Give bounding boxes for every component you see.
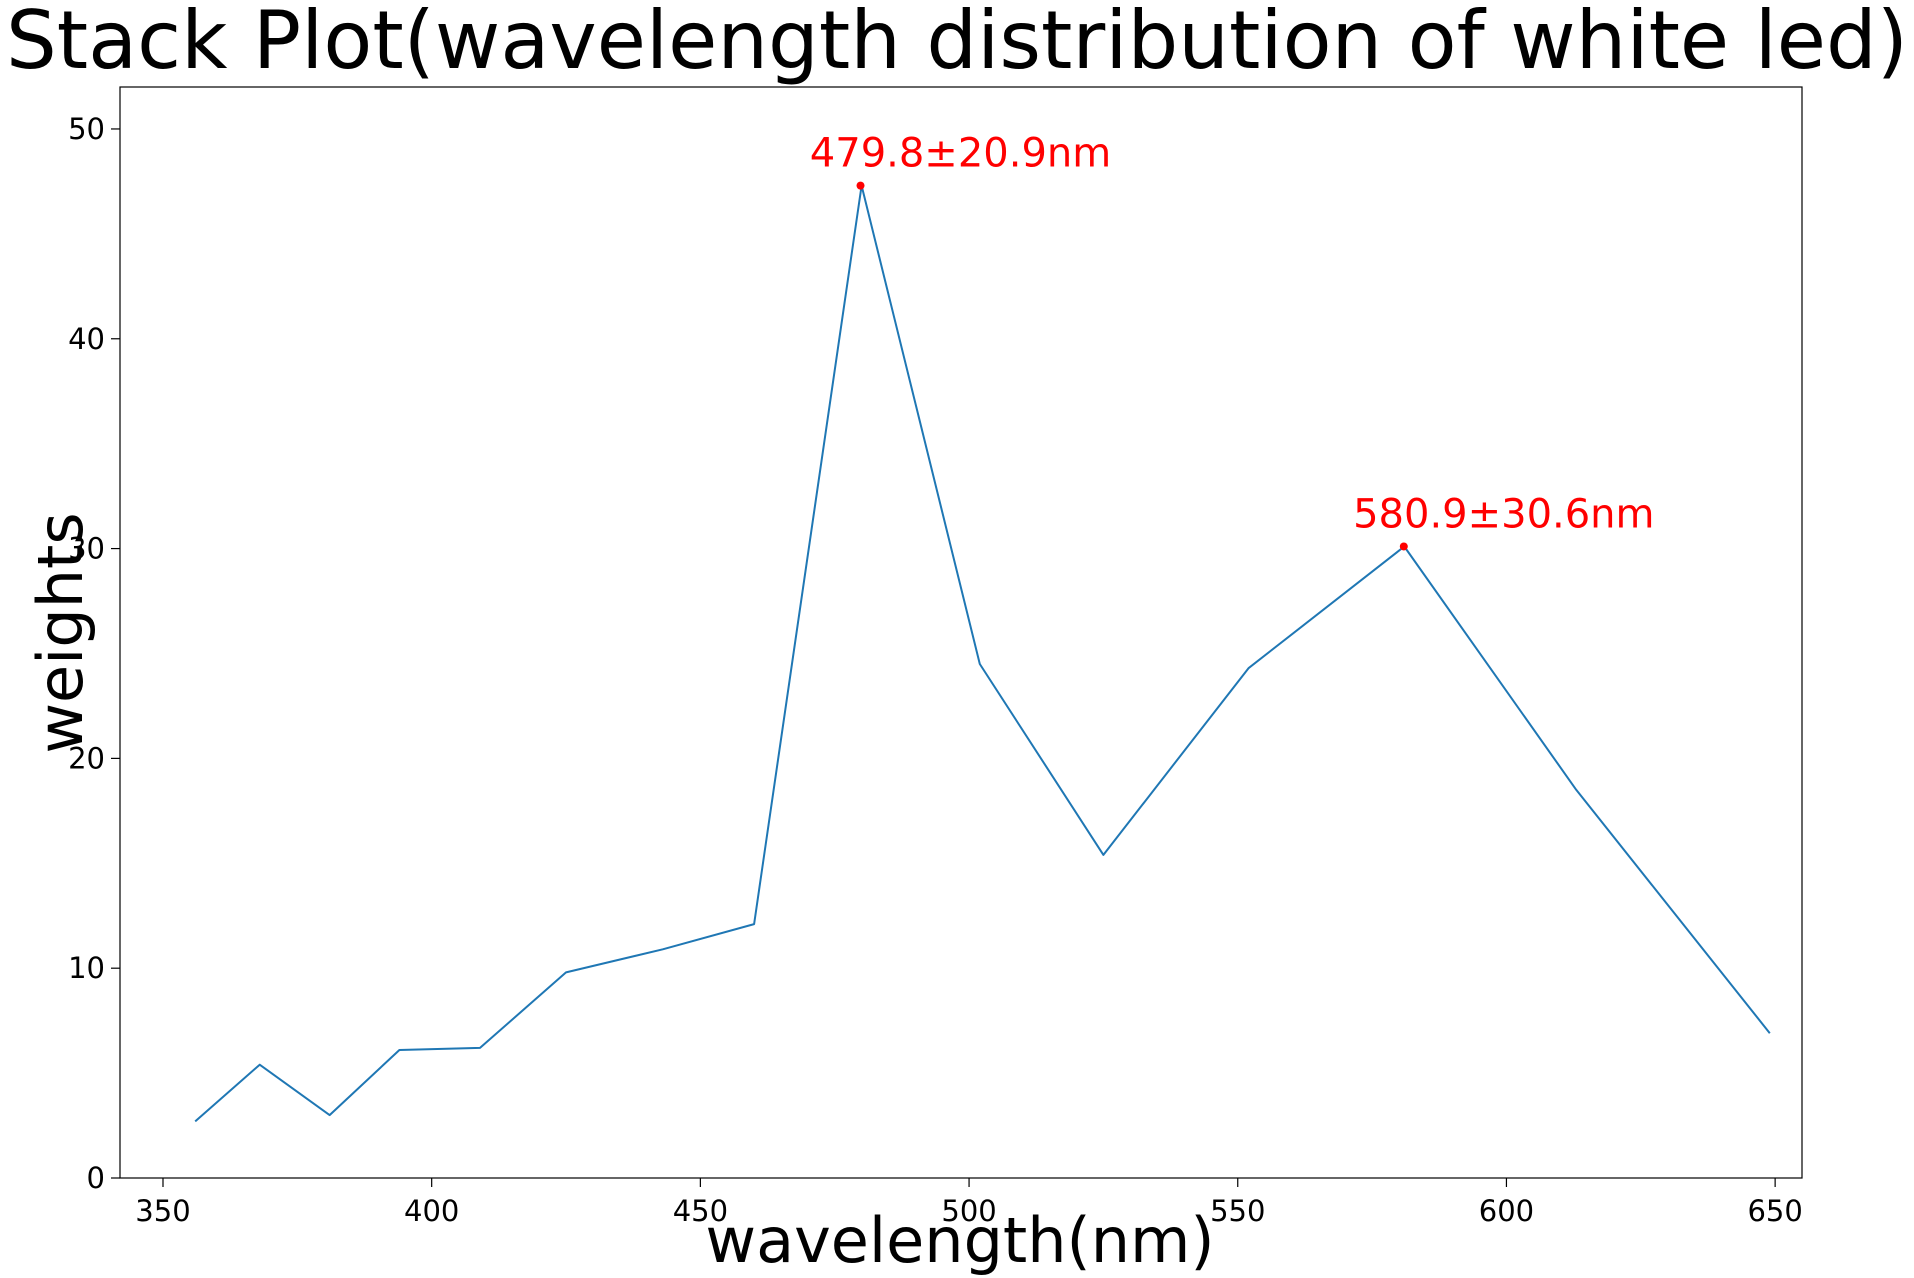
y-tick-label: 50 [68,112,105,146]
annotation-layer: 479.8±20.9nm 580.9±30.6nm [810,131,1655,551]
y-tick-label: 10 [68,951,105,985]
y-axis: 0 10 20 30 40 50 [68,112,120,1195]
x-tick-label: 500 [941,1194,996,1228]
x-tick-label: 350 [135,1194,190,1228]
x-tick-label: 650 [1747,1194,1802,1228]
y-tick-label: 0 [87,1161,105,1195]
peak-marker [1399,542,1408,551]
chart-title: Stack Plot(wavelength distribution of wh… [6,0,1908,87]
y-tick-label: 40 [68,322,105,356]
y-axis-label: weights [24,512,97,753]
x-tick-label: 400 [404,1194,459,1228]
peak-marker [856,181,865,190]
y-tick-label: 20 [68,741,105,775]
series-layer [194,184,1771,1123]
series-line [194,184,1771,1123]
plot-frame [119,86,1803,1179]
plot-area [119,86,1803,1179]
x-axis: 350 400 450 500 550 600 650 [135,1178,1803,1228]
peak-annotation: 580.9±30.6nm [1353,491,1654,537]
x-tick-label: 550 [1210,1194,1265,1228]
y-tick-label: 30 [68,532,105,566]
peak-annotation: 479.8±20.9nm [810,131,1111,177]
x-tick-label: 600 [1479,1194,1534,1228]
x-tick-label: 450 [673,1194,728,1228]
x-axis-label: wavelength(nm) [705,1204,1214,1277]
